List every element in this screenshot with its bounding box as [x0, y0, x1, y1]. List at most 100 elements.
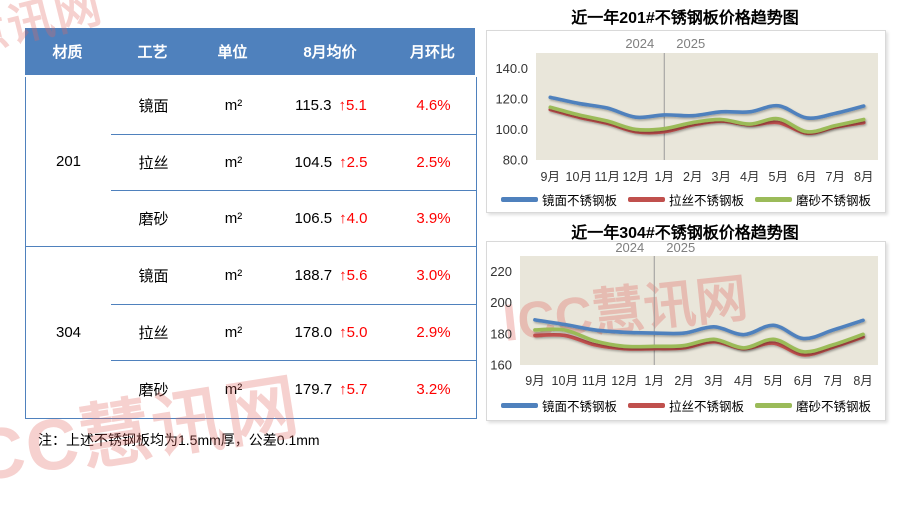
mom-cell: 2.9% — [391, 304, 476, 362]
mom-cell: 3.2% — [416, 381, 451, 399]
x-axis-tick-label: 12月 — [623, 170, 649, 184]
year-label: 2025 — [666, 242, 695, 255]
y-axis-tick-label: 200 — [490, 295, 512, 310]
mom-cell: 3.9% — [391, 191, 476, 248]
column-header-material: 材质 — [52, 44, 83, 61]
x-axis-tick-label: 11月 — [595, 170, 620, 184]
trend-chart-svg: 2024 2025 80.0 100.0 120.0 140.0 9月 10月 11月 12月 1月… — [495, 36, 878, 184]
y-axis-tick-label: 120.0 — [495, 91, 528, 106]
x-axis-tick-label: 11月 — [582, 374, 607, 388]
legend-swatch — [755, 197, 792, 202]
y-axis-tick-label: 100.0 — [495, 122, 528, 137]
mom-cell: 4.6% — [416, 96, 451, 114]
price-change-up: ↑5.6 — [339, 267, 368, 285]
x-axis-tick-label: 5月 — [764, 374, 783, 388]
table-footnote: 注：上述不锈钢板均为1.5mm厚，公差0.1mm — [38, 432, 320, 448]
price-change-up: ↑5.0 — [339, 324, 368, 342]
y-axis-tick-label: 180 — [490, 326, 512, 341]
unit-cell: m² — [196, 191, 271, 248]
x-axis-tick-label: 6月 — [797, 170, 816, 184]
year-label: 2024 — [625, 36, 654, 51]
process-cell: 镜面 — [138, 97, 169, 115]
price-cell: 179.7 ↑5.7 — [271, 361, 391, 418]
x-axis-tick-label: 4月 — [734, 374, 753, 388]
price-value: 178.0 — [294, 324, 333, 342]
legend-item: 镜面不锈钢板 — [500, 396, 617, 415]
y-axis-tick-label: 160 — [490, 358, 512, 373]
y-axis-tick-label: 140.0 — [495, 61, 528, 76]
unit-cell: m² — [196, 304, 271, 362]
legend-swatch — [627, 403, 665, 408]
price-cell: 178.0 ↑5.0 — [271, 304, 391, 362]
x-axis-tick-label: 7月 — [824, 374, 843, 388]
legend-label: 磨砂不锈钢板 — [796, 400, 872, 414]
process-cell: 磨砂 — [111, 191, 196, 248]
page: { "watermark": {"text": "ICC慧讯网", "color… — [0, 0, 886, 501]
legend-swatch — [500, 403, 538, 408]
trend-chart-201: 2024 2025 80.0 100.0 120.0 140.0 9月 10月 11月 12月 1月… — [486, 30, 886, 213]
x-axis-tick-label: 3月 — [712, 170, 731, 184]
series-line — [533, 318, 865, 341]
mom-cell: 3.0% — [416, 267, 451, 285]
process-cell: 磨砂 — [138, 382, 169, 400]
process-cell: 拉丝 — [111, 304, 196, 362]
x-axis-tick-label: 10月 — [566, 170, 592, 184]
price-change-up: ↑5.1 — [338, 96, 367, 114]
legend-item: 拉丝不锈钢板 — [627, 190, 744, 209]
price-change-up: ↑5.7 — [339, 381, 368, 399]
price-value: 115.3 — [295, 96, 332, 114]
chart-title-201: 近一年201#不锈钢板价格趋势图 — [571, 10, 799, 27]
x-axis-tick-label: 12月 — [611, 374, 637, 388]
x-axis-tick-label: 8月 — [853, 374, 872, 388]
x-axis-tick-label: 1月 — [645, 374, 664, 388]
legend-label: 磨砂不锈钢板 — [796, 194, 872, 208]
x-axis-tick-label: 1月 — [655, 170, 674, 184]
price-change-up: ↑2.5 — [339, 153, 368, 171]
unit-cell: m² — [224, 381, 243, 399]
price-table-header: 材质 工艺 单位 8月均价 月环比 — [25, 28, 475, 75]
price-cell: 188.7 ↑5.6 — [271, 247, 391, 304]
legend-label: 镜面不锈钢板 — [541, 400, 617, 414]
x-axis-tick-label: 8月 — [854, 170, 873, 184]
x-axis-tick-label: 9月 — [525, 374, 544, 388]
x-axis-tick-label: 7月 — [826, 170, 845, 184]
x-axis-tick-label: 2月 — [674, 374, 693, 388]
series-line — [533, 332, 865, 357]
x-axis-tick-label: 6月 — [794, 374, 813, 388]
plot-area — [520, 256, 878, 365]
legend-item: 拉丝不锈钢板 — [627, 396, 744, 415]
process-cell: 镜面 — [138, 268, 169, 286]
series-line — [533, 327, 865, 354]
mom-cell: 2.5% — [391, 133, 476, 191]
series-line — [548, 95, 866, 121]
x-axis-tick-label: 4月 — [740, 170, 759, 184]
x-axis-tick-label: 5月 — [769, 170, 788, 184]
legend-item: 磨砂不锈钢板 — [755, 190, 871, 209]
price-cell: 115.3 ↑5.1 — [271, 77, 391, 134]
x-axis-tick-label: 2月 — [683, 170, 702, 184]
price-value: 188.7 — [294, 267, 333, 285]
price-change-up: ↑4.0 — [339, 210, 368, 228]
column-header-avg-price: 8月均价 — [303, 44, 357, 61]
x-axis-tick-label: 3月 — [704, 374, 723, 388]
process-cell: 拉丝 — [111, 133, 196, 191]
legend-item: 镜面不锈钢板 — [500, 190, 617, 209]
legend-swatch — [500, 197, 538, 202]
chart-title-304: 近一年304#不锈钢板价格趋势图 — [571, 225, 799, 242]
year-label: 2025 — [676, 36, 705, 51]
y-axis-tick-label: 80.0 — [503, 153, 528, 168]
legend-label: 镜面不锈钢板 — [541, 194, 617, 208]
price-cell: 104.5 ↑2.5 — [271, 133, 391, 191]
price-table: 201 镜面 m² 115.3 ↑5.1 4.6% 拉丝 m² 104.5 ↑2… — [25, 77, 477, 419]
legend-swatch — [755, 403, 792, 408]
material-label: 201 — [26, 77, 111, 248]
price-value: 106.5 — [294, 210, 333, 228]
year-label: 2024 — [615, 242, 644, 255]
column-header-unit: 单位 — [217, 44, 248, 61]
series-line — [548, 105, 866, 134]
price-cell: 106.5 ↑4.0 — [271, 191, 391, 248]
x-axis-tick-label: 10月 — [552, 374, 578, 388]
legend-item: 磨砂不锈钢板 — [755, 396, 871, 415]
y-axis-tick-label: 220 — [490, 264, 512, 279]
